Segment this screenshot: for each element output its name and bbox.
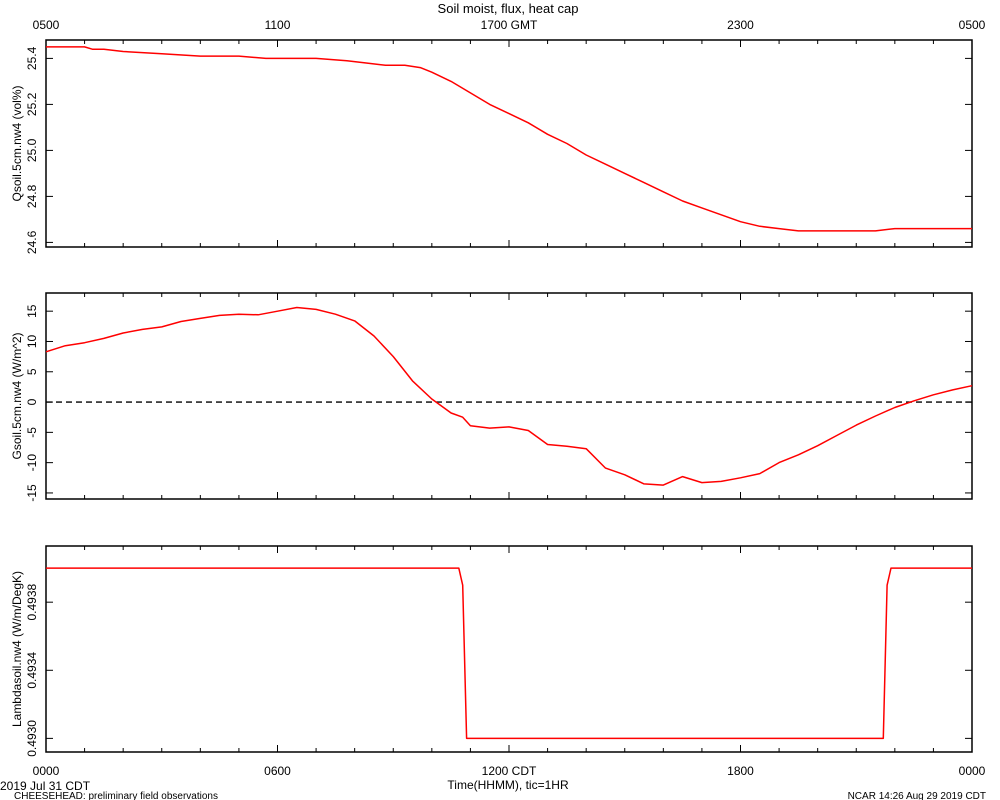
y-axis-title-heat-flux: Gsoil.5cm.nw4 (W/m^2) [10,333,24,460]
y-tick-label-conductivity: 0.4934 [25,652,39,689]
top-tick-label: 0500 [33,18,60,32]
bottom-tick-label: 1200 CDT [482,764,537,778]
chart-title: Soil moist, flux, heat cap [438,1,579,16]
bottom-tick-label: 0600 [264,764,291,778]
series-line-moisture [46,46,972,232]
y-tick-label-moisture: 25.2 [25,92,39,116]
y-tick-label-heat-flux: -15 [25,484,39,502]
panel-soil-heat-flux: -15 -10 -5 0 5 10 15 Gsoil.5cm.nw4 (W/m^2) [10,292,973,502]
y-tick-label-heat-flux: 5 [25,368,39,375]
panel-soil-moisture: 24.6 24.8 25.0 25.2 25.4 Qsoil.5cm.nw4 (vol%) [10,39,973,254]
y-tick-label-moisture: 25.4 [25,46,39,70]
footer-project-note: CHEESEHEAD: preliminary field observatio… [14,791,218,800]
y-tick-label-heat-flux: -5 [25,427,39,438]
y-tick-label-moisture: 24.8 [25,184,39,208]
y-tick-label-moisture: 25.0 [25,138,39,162]
y-tick-label-moisture: 24.6 [25,230,39,254]
top-tick-label: 1700 GMT [481,18,538,32]
series-line-conductivity [46,567,972,740]
x-axis-title: Time(HHMM), tic=1HR [447,778,569,792]
plot-frame-moisture [45,39,973,248]
plot-frame-conductivity [45,545,973,753]
y-tick-label-conductivity: 0.4930 [25,720,39,757]
series-line-heat-flux [45,306,973,486]
top-tick-label: 1100 [265,18,291,32]
top-tick-label: 2300 [727,18,754,32]
bottom-time-axis: 0000 0600 1200 CDT 1800 0000 [33,764,986,778]
y-tick-label-heat-flux: -10 [25,454,39,472]
y-tick-label-conductivity: 0.4938 [25,584,39,621]
y-axis-title-moisture: Qsoil.5cm.nw4 (vol%) [10,85,24,201]
y-tick-label-heat-flux: 10 [25,334,39,348]
y-axis-title-conductivity: Lambdasoil.nw4 (W/m/DegK) [10,571,24,727]
bottom-tick-label: 1800 [727,764,754,778]
top-time-axis: 0500 1100 1700 GMT 2300 0500 [33,18,986,32]
top-tick-label: 0500 [959,18,986,32]
footer-date-label: 2019 Jul 31 CDT [0,779,91,793]
bottom-tick-label: 0000 [33,764,60,778]
footer-timestamp: NCAR 14:26 Aug 29 2019 CDT [848,791,986,800]
plot-frame-heat-flux [45,292,973,500]
y-tick-label-heat-flux: 15 [25,304,39,318]
y-tick-label-heat-flux: 0 [25,398,39,405]
bottom-tick-label: 0000 [959,764,986,778]
